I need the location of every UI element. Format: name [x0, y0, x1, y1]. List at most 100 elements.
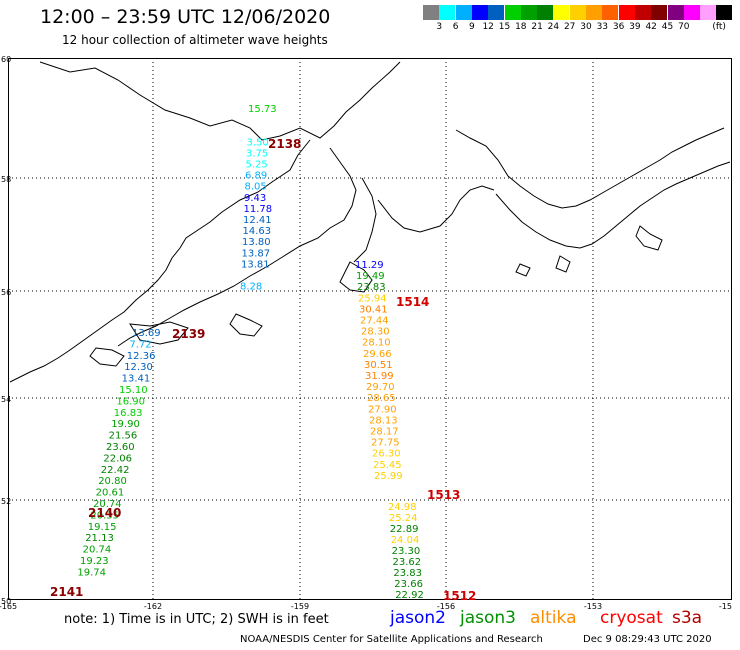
wave-height-reading: 19.23	[80, 556, 109, 567]
wave-height-reading: 6.89	[245, 171, 267, 182]
timestamp-text: Dec 9 08:29:43 UTC 2020	[583, 634, 712, 645]
color-scale-label: 9	[469, 22, 475, 32]
satellite-legend-item: altika	[530, 608, 577, 628]
wave-height-reading: 12.36	[127, 351, 156, 362]
wave-height-reading: 3.50	[247, 137, 269, 148]
color-swatch	[586, 5, 602, 20]
satellite-legend-item: jason2	[390, 608, 446, 628]
wave-height-reading: 22.42	[101, 465, 130, 476]
wave-height-reading: 22.92	[395, 590, 424, 601]
pass-id-label: 1512	[443, 589, 476, 603]
wave-height-reading: 28.10	[362, 338, 391, 349]
coastline	[9, 61, 731, 383]
color-swatch	[553, 5, 570, 20]
wave-height-reading: 20.74	[93, 499, 122, 510]
color-swatch	[569, 5, 586, 20]
wave-height-reading: 29.70	[366, 382, 395, 393]
wave-height-reading: 28.30	[361, 327, 390, 338]
color-swatch	[667, 5, 684, 20]
wave-height-reading: 20.80	[98, 476, 127, 487]
wave-height-reading: 19.49	[356, 271, 385, 282]
page-subtitle: 12 hour collection of altimeter wave hei…	[62, 33, 328, 47]
wave-height-reading: 16.83	[114, 408, 143, 419]
color-swatch	[537, 5, 554, 20]
latitude-label: 60	[1, 55, 11, 64]
wave-height-reading: 22.06	[103, 453, 132, 464]
color-swatch	[488, 5, 505, 20]
longitude-label: -15	[719, 602, 732, 611]
wave-height-reading: 29.66	[363, 349, 392, 360]
wave-height-reading: 27.44	[360, 316, 389, 327]
color-swatch	[423, 5, 439, 20]
pass-id-label: 1514	[396, 295, 429, 309]
latitude-label: 52	[1, 497, 11, 506]
credit-text: NOAA/NESDIS Center for Satellite Applica…	[240, 634, 543, 645]
footer-note: note: 1) Time is in UTC; 2) SWH is in fe…	[64, 612, 329, 627]
longitude-label: -162	[144, 602, 162, 611]
wave-height-reading: 13.81	[241, 259, 270, 270]
wave-height-reading: 25.99	[374, 471, 403, 482]
wave-height-reading: 21.56	[109, 431, 138, 442]
wave-height-reading: 8.28	[240, 282, 262, 293]
wave-height-reading: 23.83	[393, 568, 422, 579]
wave-height-reading: 27.90	[368, 404, 397, 415]
color-scale-label: 21	[531, 22, 543, 32]
wave-height-reading: 11.29	[355, 260, 384, 271]
wave-height-reading: 24.98	[388, 502, 417, 513]
wave-height-reading: 25.24	[389, 513, 418, 524]
color-swatch	[700, 5, 717, 20]
color-swatch	[520, 5, 537, 20]
color-scale-label: 18	[515, 22, 527, 32]
wave-height-reading: 30.41	[359, 304, 388, 315]
longitude-label: -165	[0, 602, 17, 611]
color-scale-label: 30	[580, 22, 592, 32]
wave-height-reading: 19.90	[111, 419, 140, 430]
wave-height-reading: 13.87	[242, 248, 271, 259]
wave-height-reading: 27.75	[371, 438, 400, 449]
wave-height-reading: 22.89	[390, 524, 419, 535]
color-scale-label: 33	[596, 22, 609, 32]
wave-height-reading: 23.62	[393, 557, 422, 568]
color-scale-label: 27	[563, 22, 576, 32]
wave-height-reading: 23.30	[392, 546, 421, 557]
wave-height-reading: 28.13	[369, 415, 398, 426]
map-frame	[8, 58, 732, 600]
pass-id-label: 2138	[268, 137, 301, 151]
color-swatch	[716, 5, 733, 20]
pass-id-label: 2139	[172, 327, 205, 341]
longitude-label: -156	[437, 602, 455, 611]
satellite-legend-item: jason3	[460, 608, 516, 628]
latitude-label: 56	[1, 288, 11, 297]
satellite-legend-item: s3a	[672, 608, 703, 628]
wave-height-reading: 3.75	[246, 148, 268, 159]
graticule	[8, 58, 732, 600]
wave-height-reading: 15.73	[248, 104, 277, 115]
color-swatch	[471, 5, 488, 20]
color-scale-label: 36	[612, 22, 625, 32]
wave-height-reading: 16.90	[116, 396, 145, 407]
wave-height-reading: 14.63	[243, 226, 272, 237]
wave-height-reading: 13.41	[122, 374, 151, 385]
wave-height-reading: 26.30	[372, 449, 401, 460]
wave-height-reading: 20.74	[83, 545, 112, 556]
latitude-label: 54	[1, 395, 11, 404]
wave-height-reading: 8.05	[245, 182, 267, 193]
wave-height-reading: 23.66	[394, 579, 423, 590]
color-scale-label: 70	[678, 22, 690, 32]
wave-height-reading: 15.10	[119, 385, 148, 396]
wave-height-reading: 28.65	[367, 393, 396, 404]
wave-height-reading: 11.78	[244, 204, 273, 215]
color-scale-label: 39	[629, 22, 641, 32]
wave-height-reading: 23.83	[357, 282, 386, 293]
wave-height-reading: 25.45	[373, 460, 402, 471]
wave-height-reading: 20.35	[90, 510, 119, 521]
wave-height-reading: 24.04	[391, 535, 420, 546]
wave-height-reading: 31.99	[365, 371, 394, 382]
latitude-label: 58	[1, 175, 11, 184]
page-title: 12:00 – 23:59 UTC 12/06/2020	[40, 6, 331, 28]
color-swatch	[504, 5, 521, 20]
latitude-label: 50	[1, 597, 11, 606]
wave-height-reading: 12.30	[124, 362, 153, 373]
